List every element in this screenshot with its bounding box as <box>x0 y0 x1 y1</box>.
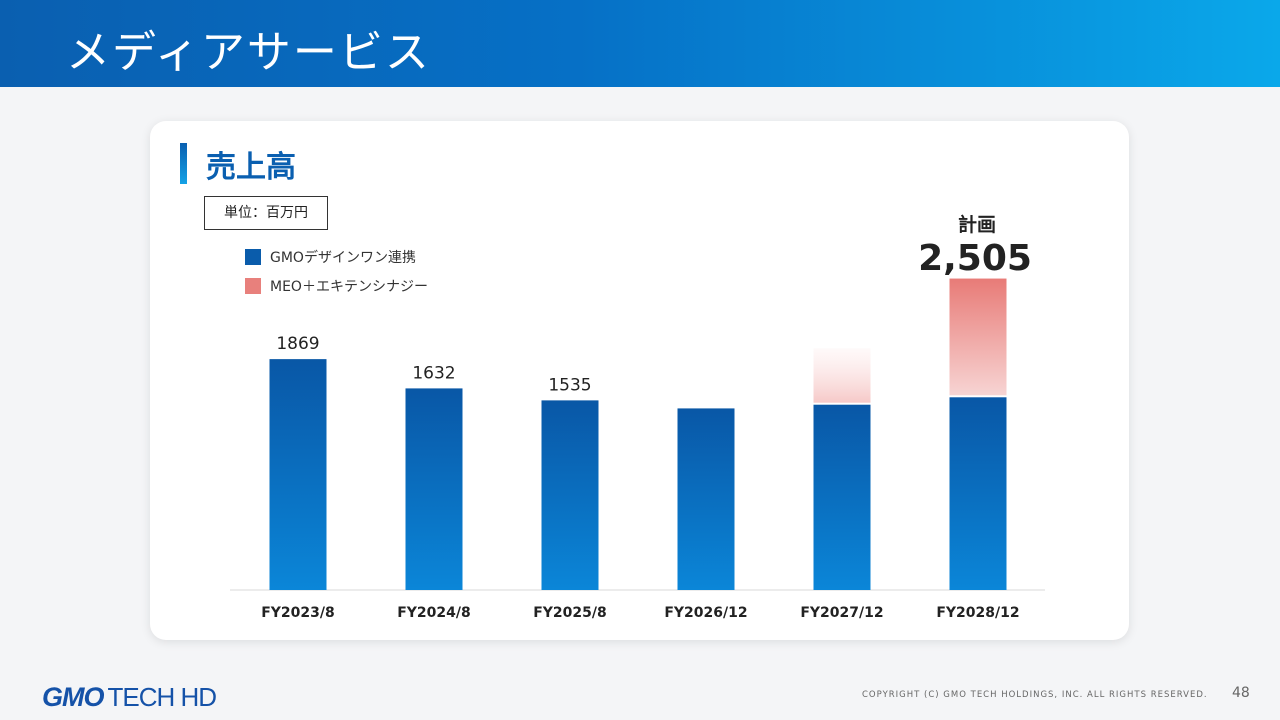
header-banner: メディアサービス <box>0 0 1280 87</box>
plan-label: 計画 <box>957 214 996 236</box>
bar-design-one <box>269 359 327 590</box>
logo-gmo-text: GMO <box>42 682 104 712</box>
copyright-text: COPYRIGHT (C) GMO TECH HOLDINGS, INC. AL… <box>862 690 1208 700</box>
page-title: メディアサービス <box>66 27 431 78</box>
bar-meo-synergy <box>813 348 871 403</box>
bar-meo-synergy <box>949 278 1007 396</box>
logo-tech-hd-text: TECH HD <box>107 682 218 712</box>
company-logo: GMO TECH HD <box>42 682 218 713</box>
bar-design-one <box>677 408 735 590</box>
data-label: 1535 <box>548 375 591 395</box>
page-number: 48 <box>1232 685 1250 701</box>
x-tick-label: FY2025/8 <box>533 605 607 621</box>
legend-item-meo: MEO＋エキテンシナジー <box>245 277 428 295</box>
data-label: 1632 <box>412 363 455 383</box>
legend-item-design-one: GMOデザインワン連携 <box>245 248 416 266</box>
bar-design-one <box>813 404 871 590</box>
x-tick-label: FY2027/12 <box>800 605 883 621</box>
legend-swatch-pink <box>245 278 261 294</box>
x-tick-label: FY2023/8 <box>261 605 335 621</box>
section-title: 売上高 <box>206 150 296 185</box>
legend-swatch-blue <box>245 249 261 265</box>
legend-label: GMOデザインワン連携 <box>270 250 416 266</box>
bar-design-one <box>541 400 599 590</box>
section-accent-bar <box>180 143 187 184</box>
x-tick-label: FY2028/12 <box>936 605 1019 621</box>
unit-label: 単位：百万円 <box>204 196 328 230</box>
x-tick-label: FY2026/12 <box>664 605 747 621</box>
legend-label: MEO＋エキテンシナジー <box>270 279 428 295</box>
bar-design-one <box>949 397 1007 590</box>
x-tick-label: FY2024/8 <box>397 605 471 621</box>
bar-design-one <box>405 388 463 590</box>
plan-total-value: 2,505 <box>918 238 1032 279</box>
data-label: 1869 <box>276 334 319 354</box>
